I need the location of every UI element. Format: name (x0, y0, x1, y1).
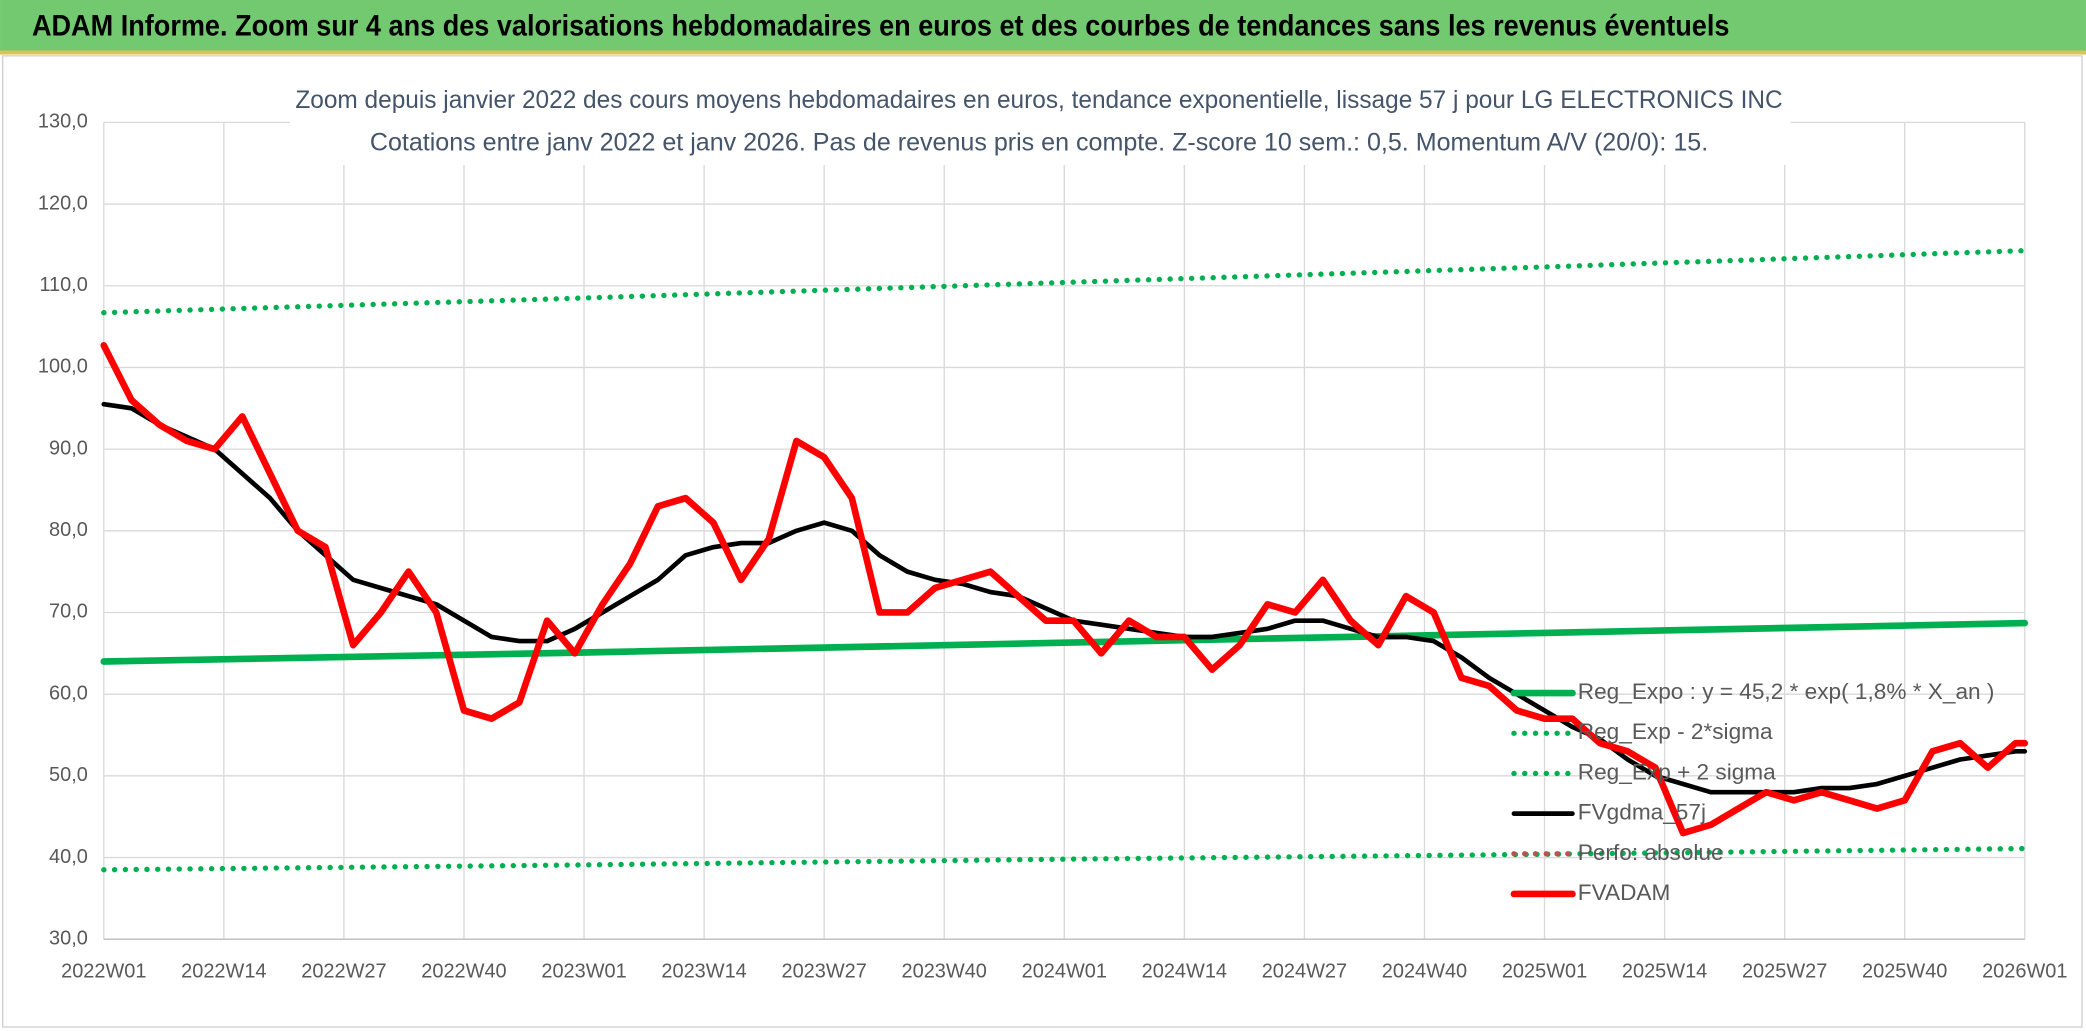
title-box (290, 79, 1791, 165)
y-tick-label: 50,0 (49, 764, 88, 786)
x-tick-label: 2022W01 (61, 961, 146, 983)
x-tick-label: 2025W40 (1862, 961, 1947, 983)
legend-label: Reg_Exp - 2*sigma (1578, 719, 1773, 744)
y-tick-label: 40,0 (49, 846, 88, 868)
x-tick-label: 2025W14 (1622, 961, 1707, 983)
x-tick-label: 2022W40 (421, 961, 506, 983)
header-bar (0, 0, 2086, 54)
plot: 30,0 40,0 50,0 60,0 70,0 80,0 90,0 100,0 110,0 12… (38, 111, 2068, 983)
x-tick-label: 2023W27 (781, 961, 866, 983)
series-line (101, 247, 2028, 316)
y-tick-label: 90,0 (49, 437, 88, 459)
series-line (100, 619, 2029, 665)
y-tick-label: 110,0 (39, 274, 87, 296)
chart-frame (2, 55, 2083, 1028)
y-tick-label: 30,0 (49, 927, 88, 949)
x-tick-label: 2025W27 (1742, 961, 1827, 983)
x-tick-label: 2025W01 (1502, 961, 1587, 983)
y-tick-label: 70,0 (49, 601, 88, 623)
series-line (100, 342, 2029, 837)
series-line (101, 845, 2028, 873)
header-title: ADAM Informe. Zoom sur 4 ans des valoris… (32, 11, 1729, 43)
legend-label: FVgdma_57j (1578, 800, 1706, 825)
y-tick-label: 60,0 (49, 682, 88, 704)
legend-label: Reg_Expo : y = 45,2 * exp( 1,8% * X_an ) (1578, 679, 1995, 704)
x-tick-label: 2023W14 (661, 961, 746, 983)
x-tick-label: 2022W14 (181, 961, 266, 983)
y-tick-label: 120,0 (38, 192, 88, 214)
y-tick-label: 130,0 (38, 111, 88, 133)
x-tick-label: 2023W01 (541, 961, 626, 983)
y-tick-label: 100,0 (38, 356, 88, 378)
chart-subtitle: Cotations entre janv 2022 et janv 2026. … (370, 128, 1708, 156)
x-tick-label: 2023W40 (902, 961, 987, 983)
legend-label: Perfo: absolue (1578, 840, 1724, 865)
legend-label: FVADAM (1578, 880, 1671, 905)
x-tick-label: 2024W40 (1382, 961, 1467, 983)
header-rule (0, 50, 2086, 55)
y-tick-label: 80,0 (49, 519, 88, 541)
x-tick-label: 2024W14 (1142, 961, 1227, 983)
x-tick-label: 2024W01 (1022, 961, 1107, 983)
chart-title: Zoom depuis janvier 2022 des cours moyen… (295, 86, 1782, 114)
x-tick-label: 2024W27 (1262, 961, 1347, 983)
x-tick-label: 2026W01 (1982, 961, 2067, 983)
legend-label: Reg_Exp + 2 sigma (1578, 759, 1776, 784)
x-tick-label: 2022W27 (301, 961, 386, 983)
